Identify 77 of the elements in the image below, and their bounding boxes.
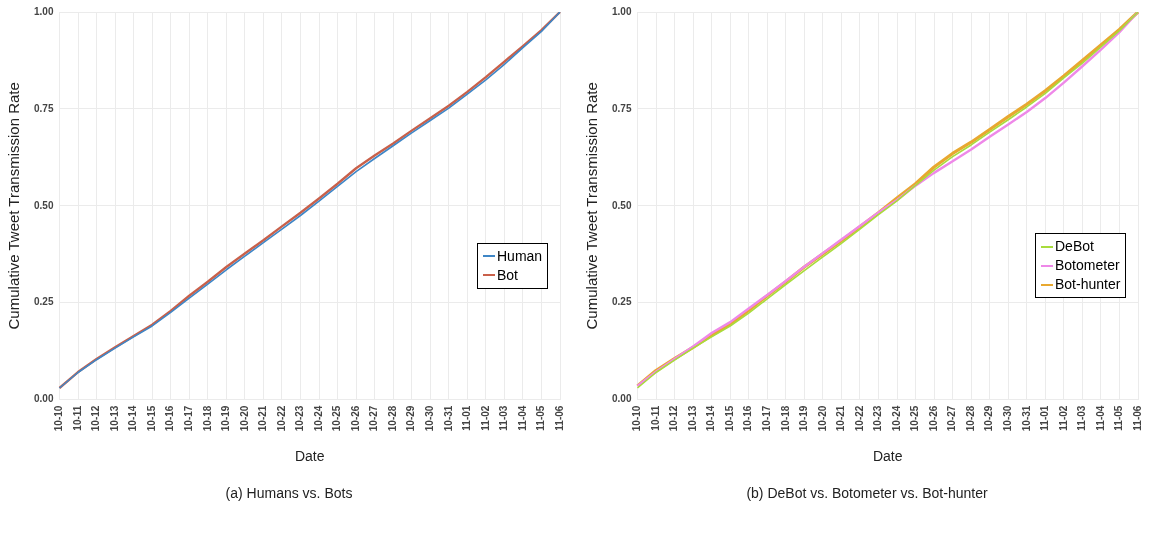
x-tick-label: 11-05 xyxy=(1113,405,1125,431)
x-tick-label: 11-03 xyxy=(498,405,510,431)
y-tick-label: 0.50 xyxy=(33,199,54,211)
x-tick-label: 10-30 xyxy=(1001,405,1013,432)
x-tick-label: 10-10 xyxy=(631,405,643,432)
x-tick-label: 10-29 xyxy=(983,405,995,432)
y-tick-label: 0.25 xyxy=(33,296,54,308)
x-tick-label: 10-28 xyxy=(386,405,398,432)
x-tick-label: 11-02 xyxy=(1057,405,1069,431)
x-tick-label: 10-17 xyxy=(760,405,772,432)
x-tick-label: 10-23 xyxy=(872,405,884,432)
x-tick-label: 10-26 xyxy=(927,405,939,432)
x-tick-label: 10-13 xyxy=(686,405,698,432)
x-tick-label: 10-15 xyxy=(145,405,157,432)
x-tick-label: 10-14 xyxy=(705,405,717,432)
x-tick-label: 10-12 xyxy=(90,405,102,432)
x-tick-label: 10-21 xyxy=(257,405,269,432)
x-tick-label: 10-24 xyxy=(890,405,902,432)
x-tick-label: 10-12 xyxy=(668,405,680,432)
legend-label: DeBot xyxy=(1055,237,1094,257)
x-tick-label: 11-04 xyxy=(1094,405,1106,431)
x-tick-label: 11-01 xyxy=(1039,405,1051,431)
x-tick-label: 11-06 xyxy=(553,405,565,431)
x-tick-label: 10-11 xyxy=(71,405,83,431)
x-tick-label: 10-16 xyxy=(164,405,176,432)
x-tick-label: 10-22 xyxy=(853,405,865,432)
x-tick-label: 10-16 xyxy=(742,405,754,432)
y-tick-label: 1.00 xyxy=(33,5,54,17)
x-tick-label: 10-17 xyxy=(182,405,194,432)
x-tick-label: 10-18 xyxy=(201,405,213,432)
x-tick-label: 11-05 xyxy=(535,405,547,431)
x-tick-label: 10-25 xyxy=(331,405,343,432)
x-tick-label: 10-29 xyxy=(405,405,417,432)
x-tick-label: 11-04 xyxy=(516,405,528,431)
y-axis-title: Cumulative Tweet Transmission Rate xyxy=(5,82,23,330)
x-tick-label: 10-10 xyxy=(53,405,65,432)
x-tick-label: 10-20 xyxy=(238,405,250,432)
y-tick-label: 0.00 xyxy=(611,393,632,405)
x-tick-label: 11-02 xyxy=(479,405,491,431)
x-tick-label: 10-14 xyxy=(127,405,139,432)
text: (a) Humans vs. Bots xyxy=(224,485,354,501)
x-tick-label: 10-22 xyxy=(275,405,287,432)
x-tick-label: 10-23 xyxy=(294,405,306,432)
x-tick-label: 10-26 xyxy=(349,405,361,432)
y-tick-label: 1.00 xyxy=(611,5,632,17)
legend-label: Human xyxy=(497,246,543,266)
legend-label: Bot xyxy=(497,265,519,285)
x-tick-label: 10-21 xyxy=(835,405,847,432)
y-axis-title: Cumulative Tweet Transmission Rate xyxy=(583,82,601,330)
x-tick-label: 10-27 xyxy=(946,405,958,432)
x-tick-label: 10-15 xyxy=(723,405,735,432)
x-axis-title: Date xyxy=(294,448,325,465)
x-tick-label: 11-03 xyxy=(1076,405,1088,431)
x-tick-label: 10-20 xyxy=(816,405,828,432)
legend-label: Botometer xyxy=(1055,256,1120,276)
y-tick-label: 0.75 xyxy=(33,102,54,114)
x-tick-label: 10-19 xyxy=(798,405,810,432)
x-tick-label: 10-28 xyxy=(964,405,976,432)
x-tick-label: 10-25 xyxy=(909,405,921,432)
x-tick-label: 10-30 xyxy=(423,405,435,432)
x-tick-label: 10-11 xyxy=(649,405,661,431)
y-tick-label: 0.50 xyxy=(611,199,632,211)
x-tick-label: 11-01 xyxy=(461,405,473,431)
x-tick-label: 10-27 xyxy=(368,405,380,432)
x-axis-title: Date xyxy=(872,448,903,465)
x-tick-label: 10-13 xyxy=(108,405,120,432)
y-tick-label: 0.75 xyxy=(611,102,632,114)
x-tick-label: 10-31 xyxy=(442,405,454,432)
x-tick-label: 10-18 xyxy=(779,405,791,432)
x-tick-label: 10-19 xyxy=(220,405,232,432)
legend-label: Bot-hunter xyxy=(1055,275,1121,295)
text: (b) DeBot vs. Botometer vs. Bot-hunter xyxy=(745,485,989,501)
y-tick-label: 0.00 xyxy=(33,393,54,405)
x-tick-label: 10-31 xyxy=(1020,405,1032,432)
x-tick-label: 11-06 xyxy=(1131,405,1143,431)
x-tick-label: 10-24 xyxy=(312,405,324,432)
y-tick-label: 0.25 xyxy=(611,296,632,308)
